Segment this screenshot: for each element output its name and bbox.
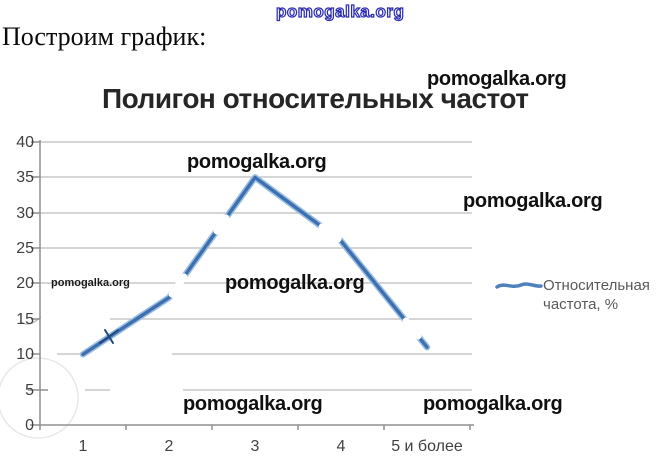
y-tick-label: 15 [16,311,34,328]
intro-text: Построим график: [2,22,207,51]
watermark: pomogalka.org [187,151,327,173]
watermark: pomogalka.org [51,277,130,289]
y-tick-label: 30 [16,205,34,222]
series-line [81,175,429,356]
y-tick-label: 35 [16,169,34,186]
legend: Относительная частота, % [543,276,650,314]
x-tick-label: 1 [78,438,88,455]
chart-title: Полигон относительных частот [102,83,529,114]
y-tick-label: 20 [16,275,34,292]
watermark-top: pomogalka.org [275,1,405,21]
y-tick-label: 40 [16,134,34,151]
y-tick-label: 5 [25,382,34,399]
watermark-title: pomogalka.org [427,68,567,90]
x-tick-label: 3 [250,438,260,455]
gridlines [40,141,472,391]
legend-label-line1: Относительная [543,277,650,294]
x-tick-label: 4 [336,438,346,455]
legend-label-line2: частота, % [543,296,619,313]
watermark: pomogalka.org [423,393,563,415]
x-tick-label: 5 и более [391,438,463,455]
y-tick-label: 10 [16,346,34,363]
y-tick-label: 25 [16,240,34,257]
series-line-halo [79,174,431,358]
watermark: pomogalka.org [225,272,365,294]
watermark: pomogalka.org [463,190,603,212]
watermark: pomogalka.org [183,393,323,415]
y-tick-label: 0 [25,417,34,434]
x-mark-icon [99,329,119,344]
legend-line-icon [495,282,543,289]
x-tick-label: 2 [164,438,174,455]
